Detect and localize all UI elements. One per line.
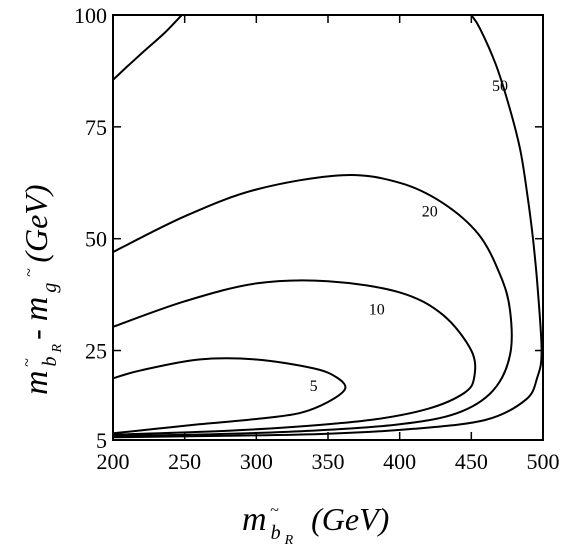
x-axis-title-sub-r: R (284, 533, 294, 546)
x-tick-label: 500 (527, 449, 560, 474)
contour-label: 5 (310, 378, 318, 395)
y-axis-title-sub2-g: g (39, 283, 61, 293)
tick-group: 200 250 300 350 400 450 500 5 25 50 75 100 (74, 3, 560, 474)
y-axis-title-m1: m (18, 370, 55, 395)
plot-frame (112, 14, 544, 441)
contour-label: 10 (369, 302, 385, 319)
x-tick-label: 400 (383, 449, 416, 474)
y-tick-label: 50 (85, 227, 107, 252)
x-axis-title-unit: (GeV) (311, 501, 389, 537)
y-tick-label: 100 (74, 3, 107, 28)
x-axis-title: m b R (GeV) (242, 501, 389, 546)
y-axis-title-tilde-2: ~ (21, 268, 38, 277)
contour-line-50 (112, 14, 543, 439)
y-axis-title-minus: - (18, 321, 54, 340)
contour-labels: 5 10 20 50 (310, 78, 508, 395)
contour-label: 20 (422, 203, 438, 220)
y-axis-title-sub1-b: b (39, 356, 61, 366)
x-tick-label: 250 (168, 449, 201, 474)
contour-line-20 (112, 173, 513, 437)
x-tick-label: 300 (240, 449, 273, 474)
x-axis-title-m: m (242, 501, 267, 538)
x-tick-label: 450 (455, 449, 488, 474)
y-axis-title: m b R - m g (GeV) ~ ~ (18, 184, 65, 395)
contour-lines (112, 14, 543, 439)
x-tick-label: 350 (312, 449, 345, 474)
contour-line-10 (112, 279, 477, 436)
y-axis-title-tilde-1: ~ (19, 358, 36, 367)
contour-label: 50 (492, 78, 508, 95)
x-axis-title-sub-b: b (271, 522, 281, 544)
y-axis-title-m2: m (18, 297, 55, 322)
y-tick-label: 5 (96, 428, 107, 453)
y-axis-title-unit: (GeV) (18, 184, 54, 262)
x-axis-title-tilde: ~ (270, 502, 279, 519)
y-axis-title-sub1-r: R (50, 343, 65, 353)
y-tick-label: 25 (85, 339, 107, 364)
y-tick-label: 75 (85, 115, 107, 140)
contour-line-5 (112, 357, 347, 435)
svg-text:m b R -: m b R - m g (GeV) (18, 184, 65, 395)
contour-line-50-left (112, 14, 183, 81)
x-tick-label: 200 (97, 449, 130, 474)
